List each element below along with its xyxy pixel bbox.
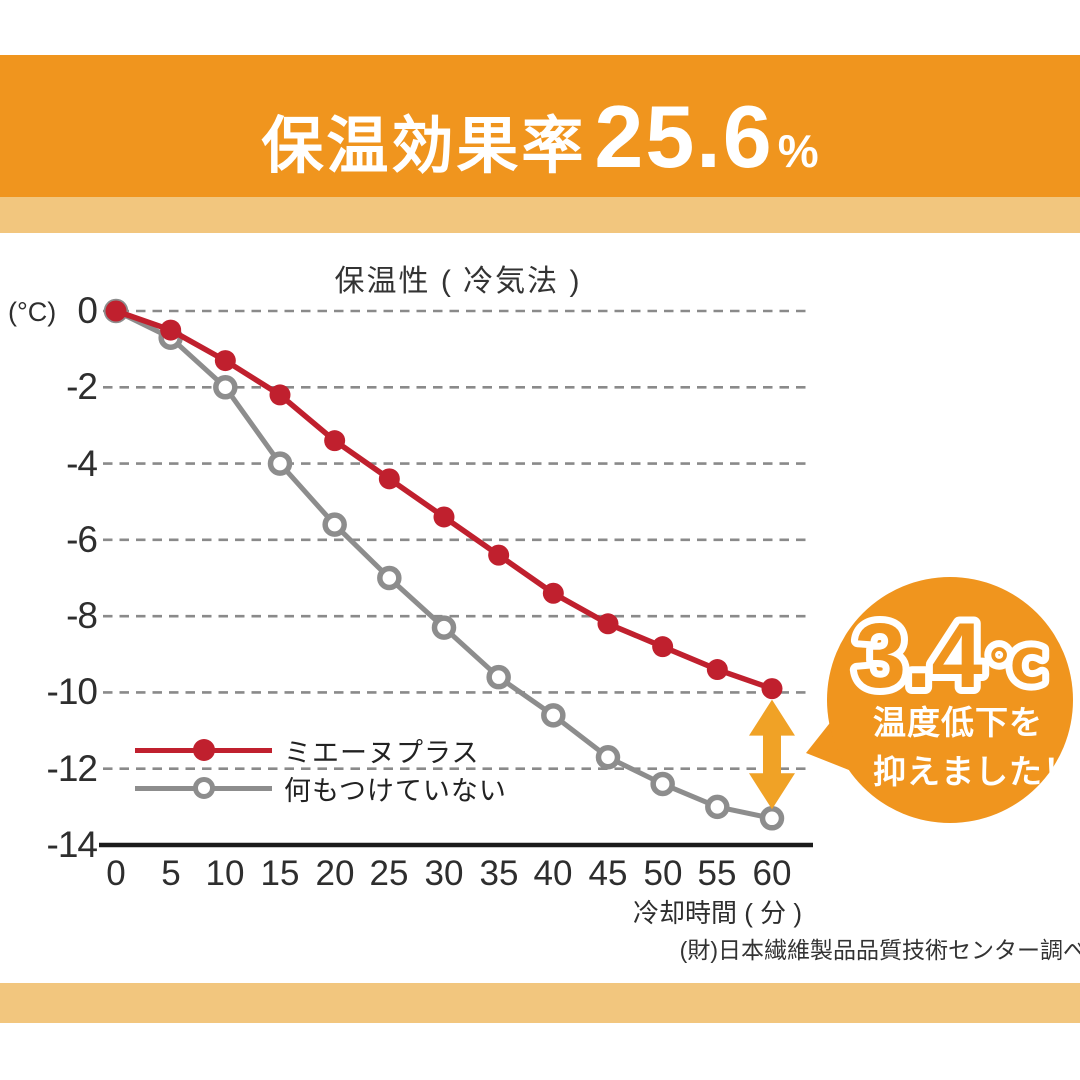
series-marker-filled — [433, 506, 455, 528]
series-marker-filled — [652, 636, 674, 658]
x-tick-2: 10 — [205, 854, 245, 893]
header-band: 保温効果率 25.6 % — [0, 55, 1080, 197]
series-marker-open — [759, 806, 785, 831]
series-marker-filled — [324, 430, 346, 452]
series-marker-filled — [160, 319, 182, 341]
series-marker-open — [650, 771, 675, 797]
x-tick-7: 35 — [479, 854, 519, 893]
series-marker-filled — [706, 659, 728, 681]
page-title-text: 保温効果率 — [261, 112, 587, 181]
series-marker-filled — [488, 544, 510, 566]
annotation-value-number: 3.4 — [855, 605, 983, 707]
annotation-badge: 3.4 ℃ 温度低下を 抑えました！ — [827, 577, 1076, 823]
legend-label: 何もつけていない — [284, 775, 507, 806]
series-marker-open — [595, 745, 621, 770]
series-marker-filled — [214, 350, 236, 372]
annotation-text: 温度低下を 抑えました！ — [873, 699, 1077, 797]
y-tick-2: -4 — [66, 443, 98, 484]
page-title-value: 25.6 — [594, 87, 774, 186]
y-tick-5: -10 — [46, 671, 98, 712]
x-tick-1: 5 — [161, 854, 181, 893]
legend-marker-gray-icon — [135, 773, 272, 803]
series-marker-open — [213, 375, 238, 400]
series-marker-open — [705, 794, 730, 820]
annotation-line-2: 抑えました！ — [873, 752, 1077, 790]
annotation-value: 3.4 ℃ — [848, 598, 1052, 714]
source-caption: (財)日本繊維製品品質技術センター調べ — [679, 937, 1080, 963]
x-axis-label: 冷却時間 ( 分 ) — [633, 898, 802, 928]
series-marker-filled — [378, 468, 400, 490]
svg-text:3.4 ℃: 3.4 ℃ — [855, 605, 1045, 707]
x-tick-9: 45 — [588, 854, 628, 893]
series-marker-filled — [105, 300, 127, 322]
difference-arrow-icon — [748, 699, 795, 810]
y-axis-unit-label: (°C) — [8, 297, 57, 327]
series-marker-open — [377, 565, 402, 591]
annotation-line-1: 温度低下を — [873, 704, 1043, 741]
series-marker-filled — [542, 582, 564, 604]
x-tick-0: 0 — [106, 854, 126, 893]
x-tick-6: 30 — [424, 854, 464, 893]
legend-marker-red-icon — [135, 735, 272, 765]
legend-label: ミエーヌプラス — [284, 737, 480, 768]
series-marker-open — [431, 615, 457, 640]
page-title: 保温効果率 25.6 % — [0, 55, 1080, 197]
y-tick-7: -14 — [46, 824, 98, 865]
x-tick-10: 50 — [643, 854, 683, 893]
header-subband — [0, 197, 1080, 233]
series-marker-open — [541, 703, 566, 728]
y-tick-3: -6 — [66, 519, 98, 560]
x-tick-11: 55 — [697, 854, 737, 893]
y-tick-1: -2 — [66, 366, 98, 407]
annotation-value-unit: ℃ — [987, 641, 1045, 694]
x-tick-4: 20 — [315, 854, 355, 893]
y-tick-4: -8 — [66, 595, 98, 636]
series-marker-open — [267, 451, 293, 476]
series-marker-open — [486, 664, 511, 690]
page-title-unit: % — [777, 125, 819, 177]
chart-title: 保温性 ( 冷気法 ) — [334, 265, 582, 298]
series-marker-filled — [269, 384, 291, 406]
footer-band — [0, 983, 1080, 1023]
x-tick-8: 40 — [533, 854, 573, 893]
x-tick-3: 15 — [260, 854, 300, 893]
y-tick-6: -12 — [46, 748, 98, 789]
series-marker-filled — [761, 678, 783, 700]
x-tick-12: 60 — [752, 854, 792, 893]
y-tick-0: 0 — [77, 290, 98, 331]
series-marker-open — [322, 512, 347, 537]
legend-item-nothing: 何もつけていない — [135, 773, 507, 806]
legend-item-mienu-plus: ミエーヌプラス — [135, 735, 479, 768]
series-marker-filled — [597, 613, 619, 635]
x-tick-5: 25 — [369, 854, 409, 893]
